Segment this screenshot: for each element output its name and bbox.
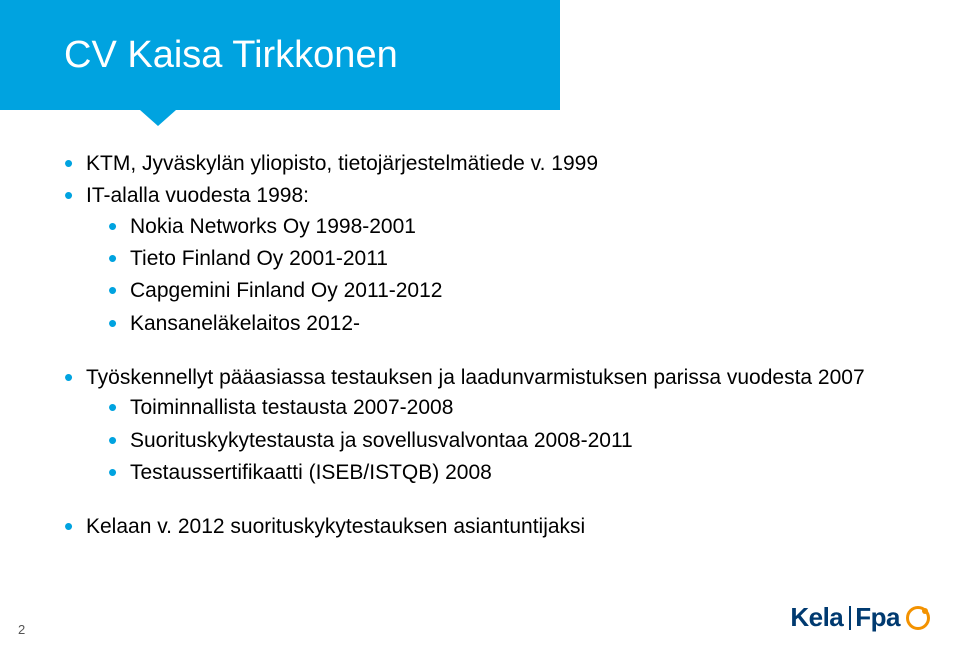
sub-bullet-text: Suorituskykytestausta ja sovellusvalvont… [130,429,633,452]
bullet-block-1: KTM, Jyväskylän yliopisto, tietojärjeste… [64,150,896,338]
spacer [64,342,896,364]
slide: CV Kaisa Tirkkonen KTM, Jyväskylän yliop… [0,0,960,651]
page-title: CV Kaisa Tirkkonen [64,34,398,77]
bullet-text: Kelaan v. 2012 suorituskykytestauksen as… [86,515,585,538]
logo-divider [849,606,851,630]
content-area: KTM, Jyväskylän yliopisto, tietojärjeste… [64,150,896,546]
sub-bullet-text: Tieto Finland Oy 2001-2011 [130,247,388,270]
logo-text-left: Kela [790,602,843,633]
bullet-text: IT-alalla vuodesta 1998: [86,184,309,207]
sub-bullet-text: Kansaneläkelaitos 2012- [130,312,360,335]
spacer [64,491,896,513]
bullet-text: KTM, Jyväskylän yliopisto, tietojärjeste… [86,152,598,175]
sub-bullet-text: Nokia Networks Oy 1998-2001 [130,215,416,238]
bullet-text: Työskennellyt pääasiassa testauksen ja l… [86,366,865,389]
bullet-item: Kelaan v. 2012 suorituskykytestauksen as… [64,513,896,541]
sub-bullet-list: Toiminnallista testausta 2007-2008 Suori… [86,394,896,487]
bullet-item: Työskennellyt pääasiassa testauksen ja l… [64,364,896,487]
page-number: 2 [18,622,25,637]
bullet-block-3: Kelaan v. 2012 suorituskykytestauksen as… [64,513,896,541]
sub-bullet-text: Capgemini Finland Oy 2011-2012 [130,279,442,302]
sub-bullet-list: Nokia Networks Oy 1998-2001 Tieto Finlan… [86,213,896,338]
sub-bullet-text: Toiminnallista testausta 2007-2008 [130,396,453,419]
bullet-block-2: Työskennellyt pääasiassa testauksen ja l… [64,364,896,487]
sub-bullet-item: Nokia Networks Oy 1998-2001 [108,213,896,241]
title-band: CV Kaisa Tirkkonen [0,0,560,110]
sub-bullet-item: Capgemini Finland Oy 2011-2012 [108,277,896,305]
logo-text-right: Fpa [855,602,900,633]
kela-fpa-logo: Kela Fpa [790,602,930,633]
bullet-item: IT-alalla vuodesta 1998: Nokia Networks … [64,182,896,338]
sub-bullet-item: Suorituskykytestausta ja sovellusvalvont… [108,427,896,455]
sub-bullet-item: Testaussertifikaatti (ISEB/ISTQB) 2008 [108,459,896,487]
logo-ring-icon [906,606,930,630]
sub-bullet-item: Kansaneläkelaitos 2012- [108,310,896,338]
sub-bullet-item: Tieto Finland Oy 2001-2011 [108,245,896,273]
sub-bullet-text: Testaussertifikaatti (ISEB/ISTQB) 2008 [130,461,492,484]
sub-bullet-item: Toiminnallista testausta 2007-2008 [108,394,896,422]
title-notch [140,110,176,126]
bullet-item: KTM, Jyväskylän yliopisto, tietojärjeste… [64,150,896,178]
